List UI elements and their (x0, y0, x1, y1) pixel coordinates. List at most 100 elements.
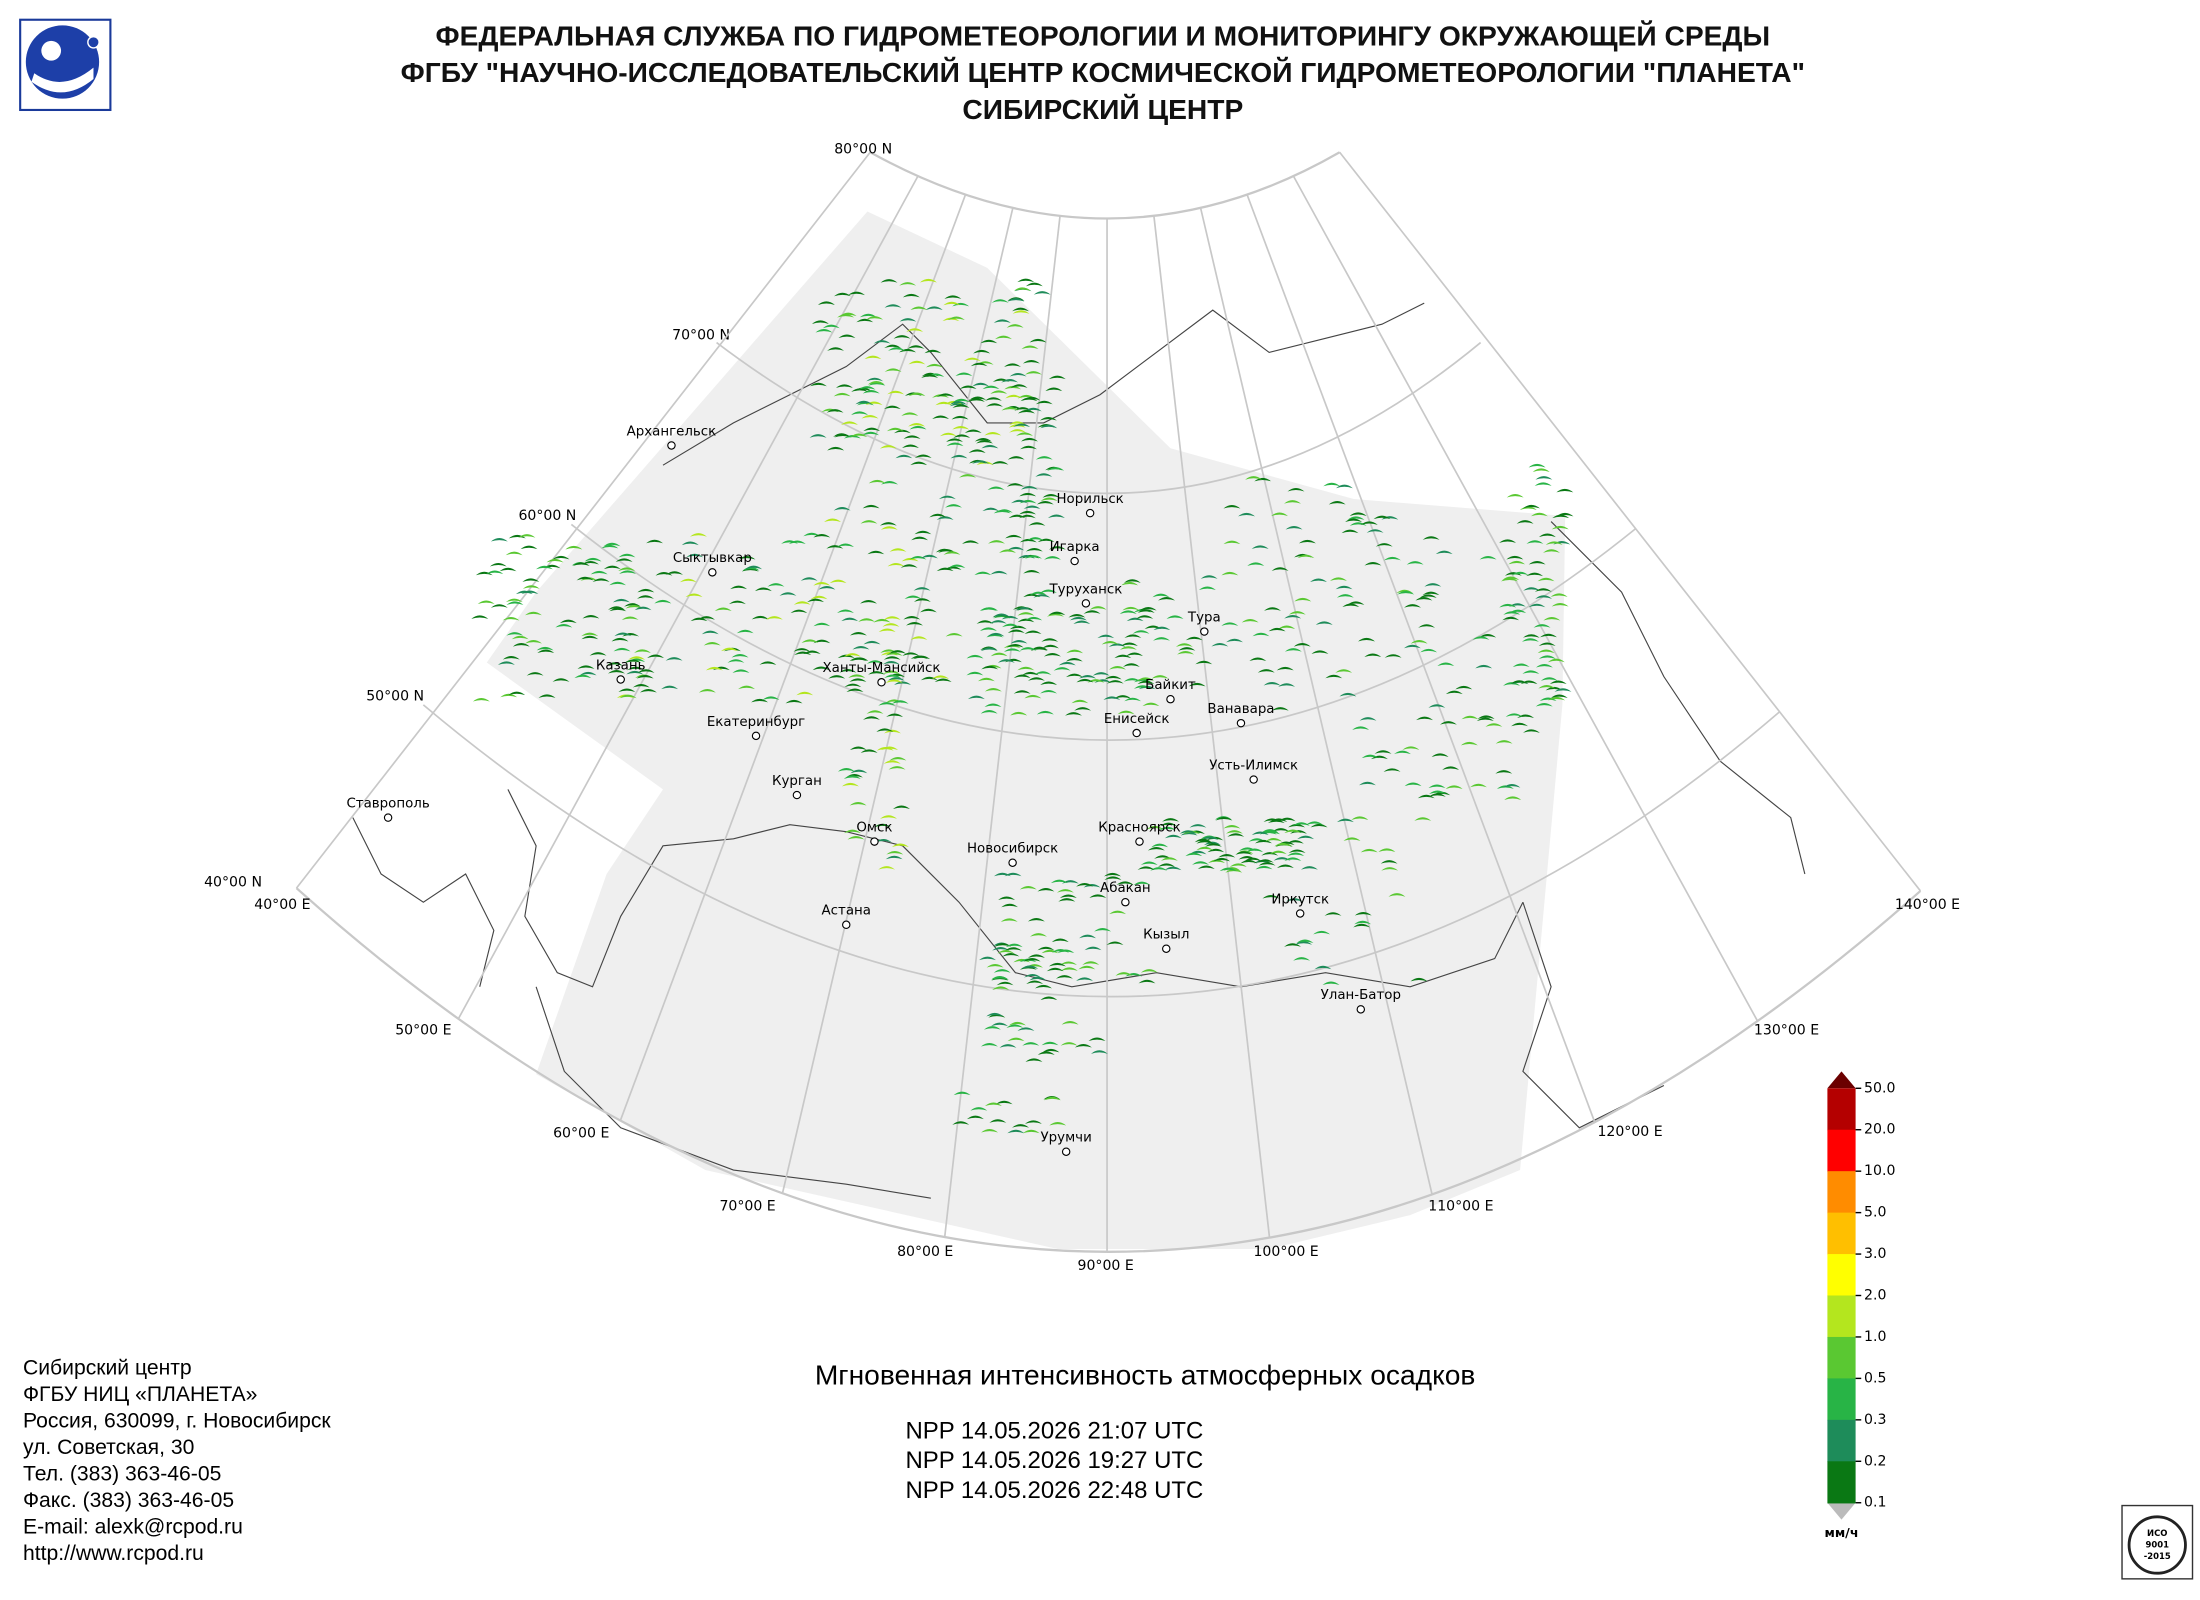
rain-patch (1189, 824, 1207, 828)
rain-patch (1298, 539, 1316, 544)
rain-patch (1003, 648, 1021, 652)
rain-patch (1504, 796, 1522, 800)
rain-patch (1538, 533, 1556, 538)
rain-patch (852, 645, 870, 650)
longitude-label: 120°00 E (1597, 1124, 1662, 1140)
legend-label: 0.2 (1864, 1453, 1886, 1469)
rain-patch (1410, 640, 1428, 644)
rain-patch (841, 782, 859, 787)
rain-patch (1509, 603, 1526, 607)
rain-patch (477, 600, 495, 605)
rain-patch (1185, 636, 1203, 641)
rain-patch (813, 622, 831, 627)
rain-patch (1164, 866, 1182, 871)
rain-patch (1040, 996, 1058, 1001)
rain-patch (981, 665, 999, 670)
rain-patch (581, 632, 599, 637)
rain-patch (952, 425, 970, 430)
rain-patch (1420, 648, 1438, 653)
rain-patch (1021, 965, 1039, 969)
rain-patch (1047, 467, 1065, 471)
rain-patch (1008, 514, 1026, 519)
rain-patch (909, 425, 927, 430)
rain-patch (920, 676, 938, 681)
rain-patch (1380, 860, 1398, 864)
rain-patch (1415, 596, 1433, 601)
rain-patch (625, 604, 643, 609)
rain-patch (803, 650, 821, 655)
legend-label: 0.5 (1864, 1370, 1886, 1386)
pass: NPP 14.05.2026 21:07 UTC (905, 1418, 1203, 1445)
rain-patch (751, 615, 769, 620)
rain-patch (1511, 571, 1529, 576)
rain-patch (1347, 601, 1365, 605)
rain-patch (1219, 867, 1237, 872)
rain-patch (1030, 933, 1047, 937)
rain-patch (992, 378, 1010, 383)
rain-patch (1476, 717, 1494, 722)
rain-patch (618, 688, 636, 693)
rain-patch (1535, 703, 1553, 707)
rain-patch (472, 697, 490, 702)
rain-patch (1189, 850, 1207, 855)
rain-patch (860, 749, 878, 753)
rain-patch (1004, 947, 1022, 951)
rain-patch (1297, 554, 1315, 559)
rain-patch (1502, 616, 1520, 621)
city-label: Екатеринбург (707, 714, 805, 730)
rain-patch (1383, 768, 1401, 772)
rain-patch (1276, 864, 1294, 869)
rain-patch (827, 347, 845, 351)
rain-patch (1010, 711, 1028, 716)
rain-patch (1121, 581, 1139, 586)
rain-patch (1517, 714, 1535, 719)
rain-patch (1523, 504, 1540, 509)
rain-patch (618, 553, 636, 558)
contact-line: Тел. (383) 363-46-05 (23, 1462, 221, 1485)
rain-patch (765, 616, 783, 620)
rain-patch (856, 318, 874, 323)
rain-patch (889, 756, 907, 761)
rain-patch (913, 587, 931, 591)
rain-patch (1445, 785, 1463, 789)
rain-patch (980, 1042, 998, 1047)
rain-patch (920, 554, 938, 559)
rain-patch (526, 672, 544, 676)
rain-patch (1499, 539, 1517, 543)
rain-patch (981, 444, 999, 449)
meridian-line (943, 215, 1061, 1238)
rain-patch (1354, 912, 1372, 916)
rain-patch (879, 522, 897, 526)
rain-patch (899, 318, 917, 322)
rain-patch (847, 836, 865, 840)
rain-patch (1526, 540, 1544, 544)
rain-patch (809, 382, 827, 387)
rain-patch (698, 616, 715, 620)
rain-patch (736, 629, 754, 634)
rain-patch (990, 570, 1008, 575)
rain-patch (849, 746, 867, 751)
rain-patch (1006, 483, 1024, 487)
rain-patch (994, 943, 1012, 947)
rain-patch (628, 656, 646, 660)
rain-patch (1255, 865, 1273, 870)
rain-patch (1139, 606, 1157, 611)
rain-patch (1548, 696, 1566, 701)
rain-patch (1052, 949, 1069, 953)
rain-patch (902, 293, 920, 298)
rain-patch (946, 438, 963, 442)
rain-patch (1267, 819, 1285, 824)
rain-patch (1018, 409, 1035, 414)
rain-patch (759, 661, 777, 665)
rain-patch (848, 674, 866, 678)
rain-patch (661, 685, 679, 690)
rain-patch (1343, 837, 1361, 841)
rain-patch (995, 509, 1013, 513)
rain-patch (883, 656, 901, 660)
rain-patch (524, 611, 542, 616)
rain-patch (867, 381, 885, 385)
rain-patch (1021, 437, 1038, 442)
rain-patch (1012, 310, 1030, 314)
rain-patch (1351, 816, 1369, 820)
legend-swatch (1827, 1254, 1856, 1297)
